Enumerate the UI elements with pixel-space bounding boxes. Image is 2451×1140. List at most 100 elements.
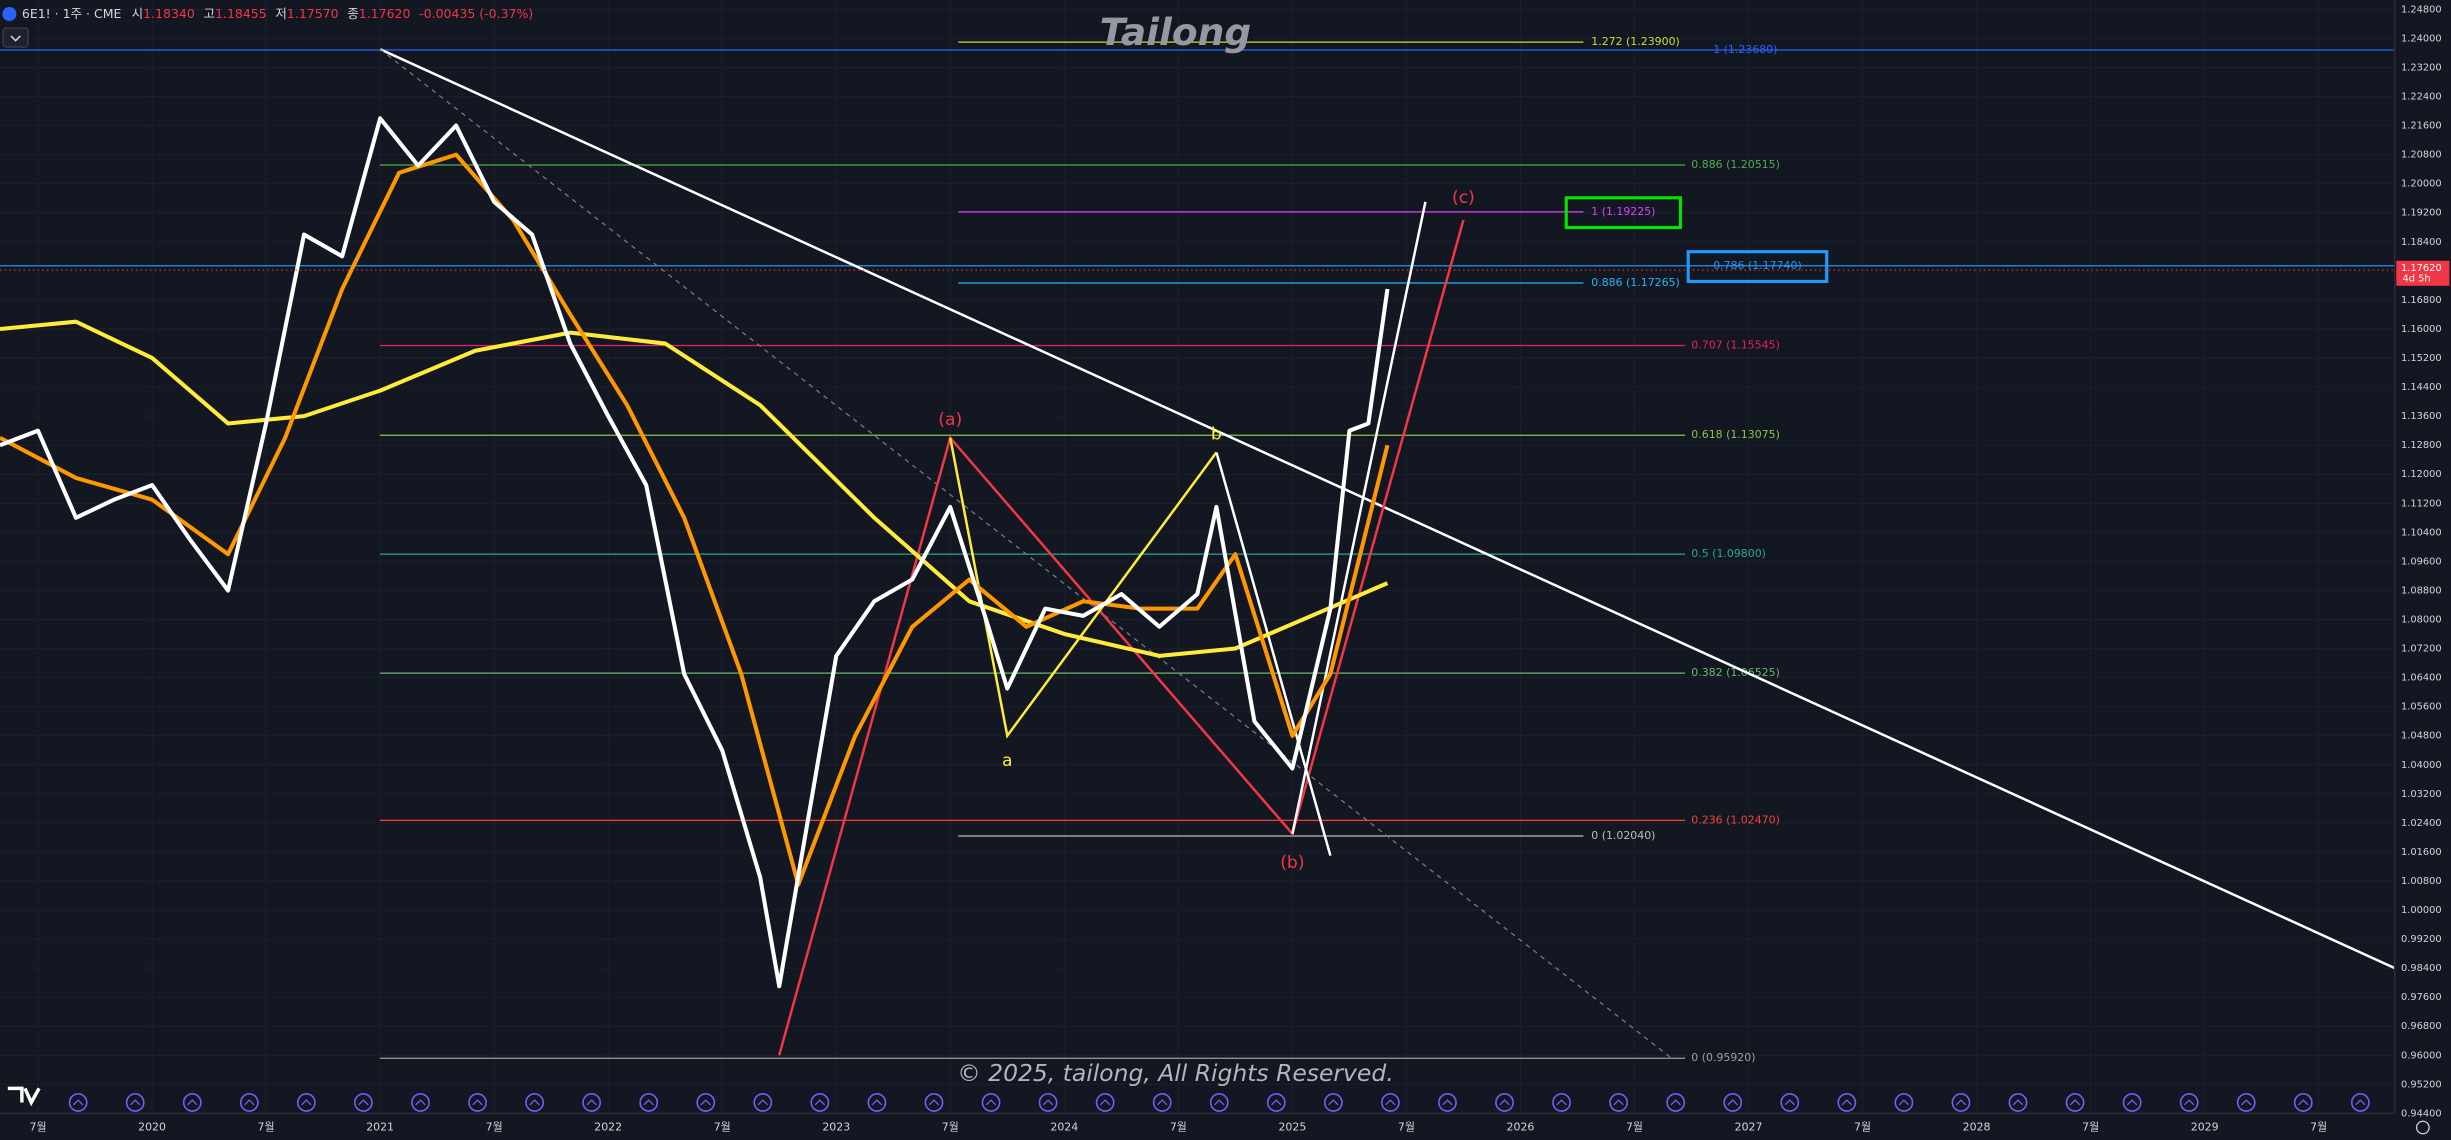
replay-icon[interactable] <box>1095 1093 1115 1112</box>
replay-icon[interactable] <box>867 1093 887 1112</box>
replay-icon[interactable] <box>1837 1093 1857 1112</box>
replay-arrow[interactable] <box>2241 1099 2252 1106</box>
replay-arrow[interactable] <box>415 1099 426 1106</box>
y-tick-label: 1.24000 <box>2401 33 2442 44</box>
replay-icon[interactable] <box>582 1093 602 1112</box>
replay-icon[interactable] <box>1666 1093 1686 1112</box>
x-tick-label: 7월 <box>1170 1120 1187 1133</box>
collapse-button[interactable] <box>2 27 29 48</box>
replay-arrow[interactable] <box>2012 1099 2024 1106</box>
replay-icon[interactable] <box>1438 1093 1457 1112</box>
replay-icon[interactable] <box>1038 1093 1058 1112</box>
collapse-icon[interactable] <box>10 35 21 42</box>
replay-arrow[interactable] <box>1955 1099 1967 1106</box>
grid <box>0 0 2395 1113</box>
replay-icon[interactable] <box>1609 1093 1629 1112</box>
replay-arrow[interactable] <box>1784 1099 1795 1106</box>
replay-arrow[interactable] <box>643 1099 654 1106</box>
replay-arrow[interactable] <box>1613 1099 1624 1106</box>
replay-arrow[interactable] <box>187 1099 198 1106</box>
replay-arrow[interactable] <box>1328 1099 1339 1106</box>
replay-icon[interactable] <box>525 1093 544 1112</box>
replay-icon[interactable] <box>2122 1093 2142 1112</box>
replay-icon[interactable] <box>296 1093 316 1112</box>
replay-arrow[interactable] <box>814 1099 825 1106</box>
x-tick-label: 7월 <box>2082 1120 2099 1133</box>
replay-arrow[interactable] <box>757 1099 768 1106</box>
replay-arrow[interactable] <box>1214 1099 1225 1106</box>
replay-arrow[interactable] <box>529 1099 540 1106</box>
replay-icon[interactable] <box>468 1093 487 1112</box>
replay-icon[interactable] <box>1894 1093 1914 1112</box>
replay-icon[interactable] <box>2293 1093 2313 1112</box>
replay-icon[interactable] <box>2008 1093 2028 1112</box>
replay-arrow[interactable] <box>2069 1099 2081 1106</box>
replay-arrow[interactable] <box>472 1099 483 1106</box>
replay-icon[interactable] <box>182 1093 202 1112</box>
replay-arrow[interactable] <box>2298 1099 2309 1106</box>
replay-arrow[interactable] <box>2355 1099 2366 1106</box>
replay-icon[interactable] <box>810 1093 830 1112</box>
replay-icon[interactable] <box>354 1093 373 1112</box>
last-price-label: 1.17620 <box>2401 263 2442 274</box>
replay-icon[interactable] <box>68 1093 88 1112</box>
replay-icon[interactable] <box>1152 1093 1172 1112</box>
replay-icon[interactable] <box>1951 1093 1971 1112</box>
replay-icon[interactable] <box>1266 1093 1286 1112</box>
replay-icon[interactable] <box>1552 1093 1571 1112</box>
replay-icon[interactable] <box>2065 1093 2085 1112</box>
replay-arrow[interactable] <box>1100 1099 1111 1106</box>
replay-icon[interactable] <box>924 1093 944 1112</box>
replay-icon[interactable] <box>1209 1093 1229 1112</box>
replay-icon[interactable] <box>1381 1093 1400 1112</box>
replay-arrow[interactable] <box>928 1099 940 1106</box>
replay-icon[interactable] <box>1323 1093 1343 1112</box>
replay-icon[interactable] <box>696 1093 716 1112</box>
replay-icon[interactable] <box>639 1093 659 1112</box>
replay-arrow[interactable] <box>1556 1099 1567 1106</box>
replay-arrow[interactable] <box>1157 1099 1168 1106</box>
replay-arrow[interactable] <box>1042 1099 1054 1106</box>
settings-icon[interactable] <box>2415 1120 2430 1135</box>
replay-arrow[interactable] <box>244 1099 255 1106</box>
replay-arrow[interactable] <box>301 1099 312 1106</box>
replay-icon[interactable] <box>753 1093 773 1112</box>
x-tick-label: 2026 <box>1507 1120 1535 1133</box>
fib-label: 0.886 (1.17265) <box>1591 276 1680 289</box>
replay-icon[interactable] <box>2236 1093 2256 1112</box>
x-tick-label: 7월 <box>1626 1120 1643 1133</box>
replay-arrow[interactable] <box>1841 1099 1852 1106</box>
replay-icon[interactable] <box>1495 1093 1514 1112</box>
replay-arrow[interactable] <box>1898 1099 1910 1106</box>
replay-icon[interactable] <box>2350 1093 2370 1112</box>
y-tick-label: 0.98400 <box>2401 963 2442 974</box>
replay-arrow[interactable] <box>586 1099 597 1106</box>
wave-label: (c) <box>1452 188 1475 208</box>
replay-arrow[interactable] <box>1442 1099 1453 1106</box>
replay-arrow[interactable] <box>2184 1099 2195 1106</box>
replay-arrow[interactable] <box>2126 1099 2138 1106</box>
replay-icon[interactable] <box>125 1093 145 1112</box>
y-tick-label: 1.23200 <box>2401 62 2442 73</box>
replay-arrow[interactable] <box>130 1099 141 1106</box>
replay-arrow[interactable] <box>73 1099 84 1106</box>
y-tick-label: 1.03200 <box>2401 789 2442 800</box>
replay-arrow[interactable] <box>1727 1099 1738 1106</box>
fib-label: 0.382 (1.06525) <box>1691 666 1780 679</box>
replay-arrow[interactable] <box>1499 1099 1510 1106</box>
replay-icon[interactable] <box>239 1093 259 1112</box>
replay-arrow[interactable] <box>871 1099 883 1106</box>
collapse-box[interactable] <box>2 27 29 48</box>
replay-icon[interactable] <box>2179 1093 2199 1112</box>
replay-arrow[interactable] <box>985 1099 997 1106</box>
replay-icon[interactable] <box>1723 1093 1743 1112</box>
y-tick-label: 1.11200 <box>2401 498 2442 509</box>
replay-icon[interactable] <box>981 1093 1001 1112</box>
replay-arrow[interactable] <box>1385 1099 1396 1106</box>
replay-arrow[interactable] <box>1271 1099 1282 1106</box>
replay-icon[interactable] <box>1780 1093 1800 1112</box>
replay-icon[interactable] <box>411 1093 430 1112</box>
replay-arrow[interactable] <box>358 1099 369 1106</box>
replay-arrow[interactable] <box>1670 1099 1681 1106</box>
replay-arrow[interactable] <box>700 1099 711 1106</box>
